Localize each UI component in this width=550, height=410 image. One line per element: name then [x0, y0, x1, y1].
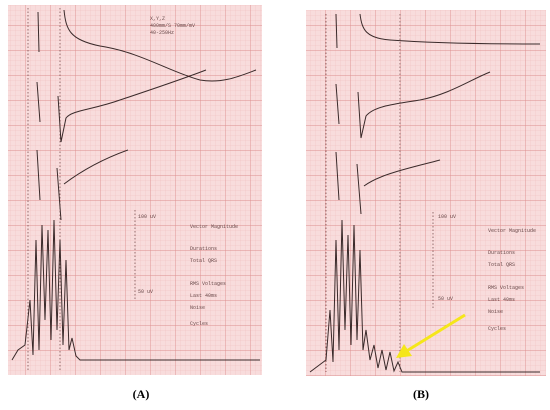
- printout-text: 100 uV: [438, 214, 456, 220]
- printout-text: 50 uV: [138, 289, 153, 295]
- printout-text: X,Y,Z: [150, 16, 165, 22]
- printout-text: Durations: [190, 246, 217, 252]
- printout-text: Cycles: [488, 326, 506, 332]
- vector-magnitude-trace: [11, 219, 260, 361]
- printout-text: Total QRS: [190, 258, 217, 264]
- printout-text: RMS Voltages: [190, 281, 226, 287]
- printout-text: Noise: [488, 309, 503, 315]
- printout-text: Last 40ms: [190, 293, 217, 299]
- lead-trace: [335, 151, 441, 215]
- printout-text: 400mm/S 70mm/mV: [150, 23, 195, 29]
- lead-trace: [37, 9, 257, 82]
- lead-trace: [335, 71, 491, 139]
- printout-text: Noise: [190, 305, 205, 311]
- panel-label: (B): [413, 387, 429, 401]
- printout-text: Vector Magnitude: [488, 228, 536, 234]
- printout-text: Last 40ms: [488, 297, 515, 303]
- printout-text: 40-250Hz: [150, 30, 174, 36]
- grid: [306, 10, 546, 376]
- vector-magnitude-trace: [309, 219, 540, 373]
- printout-text: 50 uV: [438, 296, 453, 302]
- printout-text: Total QRS: [488, 262, 515, 268]
- lead-trace: [36, 69, 207, 143]
- printout-text: 100 uV: [138, 214, 156, 220]
- arrow-head: [396, 344, 412, 358]
- printout-text: Durations: [488, 250, 515, 256]
- lead-trace: [335, 13, 541, 49]
- panel-a: [8, 5, 262, 375]
- lead-trace: [36, 149, 129, 221]
- panel-label: (A): [133, 387, 150, 401]
- panel-b: [306, 10, 546, 376]
- grid: [8, 5, 262, 375]
- printout-text: RMS Voltages: [488, 285, 524, 291]
- arrow: [404, 313, 466, 354]
- printout-text: Vector Magnitude: [190, 224, 238, 230]
- printout-text: Cycles: [190, 321, 208, 327]
